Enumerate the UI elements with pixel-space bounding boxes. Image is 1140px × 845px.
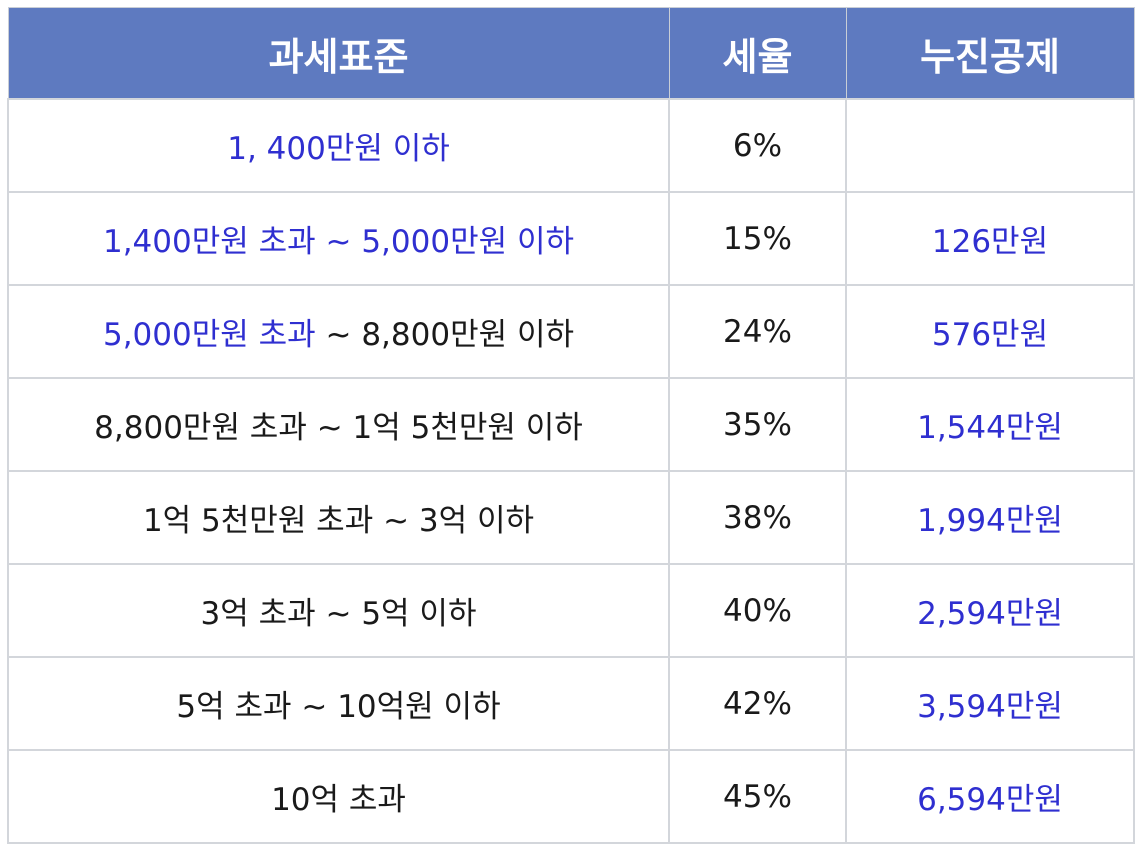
tax-base-cell: 10억 초과 — [7, 749, 670, 844]
tax-base-highlight: 1, 400만원 이하 — [227, 131, 450, 167]
table-header: 과세표준 세율 누진공제 — [7, 7, 1135, 100]
tax-rate-cell: 6% — [668, 98, 847, 193]
table-row: 3억 초과 ~ 5억 이하 40% 2,594만원 — [7, 563, 1135, 658]
header-tax-base: 과세표준 — [7, 7, 670, 100]
tax-base-cell: 1,400만원 초과 ~ 5,000만원 이하 — [7, 191, 670, 286]
tax-base-text: 3억 초과 ~ 5억 이하 — [200, 596, 477, 632]
tax-base-text: 10억 초과 — [271, 782, 406, 818]
tax-base-cell: 3억 초과 ~ 5억 이하 — [7, 563, 670, 658]
header-tax-rate: 세율 — [668, 7, 847, 100]
table-row: 8,800만원 초과 ~ 1억 5천만원 이하 35% 1,544만원 — [7, 377, 1135, 472]
table-row: 1억 5천만원 초과 ~ 3억 이하 38% 1,994만원 — [7, 470, 1135, 565]
table-row: 5억 초과 ~ 10억원 이하 42% 3,594만원 — [7, 656, 1135, 751]
tax-base-text: 8,800만원 초과 ~ 1억 5천만원 이하 — [94, 410, 583, 446]
deduction-cell: 6,594만원 — [845, 749, 1135, 844]
tax-rate-cell: 40% — [668, 563, 847, 658]
tax-base-cell: 1, 400만원 이하 — [7, 98, 670, 193]
header-progressive-deduction: 누진공제 — [845, 7, 1135, 100]
deduction-cell: 576만원 — [845, 284, 1135, 379]
tax-base-cell: 8,800만원 초과 ~ 1억 5천만원 이하 — [7, 377, 670, 472]
table-row: 1,400만원 초과 ~ 5,000만원 이하 15% 126만원 — [7, 191, 1135, 286]
deduction-cell: 2,594만원 — [845, 563, 1135, 658]
tax-rate-cell: 38% — [668, 470, 847, 565]
header-row: 과세표준 세율 누진공제 — [7, 7, 1135, 100]
tax-base-cell: 1억 5천만원 초과 ~ 3억 이하 — [7, 470, 670, 565]
tax-rate-cell: 24% — [668, 284, 847, 379]
table-row: 1, 400만원 이하 6% — [7, 98, 1135, 193]
deduction-cell: 1,994만원 — [845, 470, 1135, 565]
tax-base-text: ~ 8,800만원 이하 — [315, 317, 575, 353]
tax-base-highlight: 5,000만원 초과 — [102, 317, 316, 353]
deduction-cell: 126만원 — [845, 191, 1135, 286]
tax-rate-cell: 42% — [668, 656, 847, 751]
tax-rate-table: 과세표준 세율 누진공제 1, 400만원 이하 6% 1,400만원 초과 ~… — [7, 7, 1135, 844]
tax-rate-cell: 35% — [668, 377, 847, 472]
deduction-cell: 3,594만원 — [845, 656, 1135, 751]
tax-rate-cell: 45% — [668, 749, 847, 844]
deduction-cell: 1,544만원 — [845, 377, 1135, 472]
table-body: 1, 400만원 이하 6% 1,400만원 초과 ~ 5,000만원 이하 1… — [7, 98, 1135, 844]
tax-base-text: 1억 5천만원 초과 ~ 3억 이하 — [142, 503, 535, 539]
tax-base-text: 5억 초과 ~ 10억원 이하 — [176, 689, 501, 725]
tax-base-cell: 5,000만원 초과 ~ 8,800만원 이하 — [7, 284, 670, 379]
tax-rate-cell: 15% — [668, 191, 847, 286]
deduction-cell — [845, 98, 1135, 193]
table-row: 10억 초과 45% 6,594만원 — [7, 749, 1135, 844]
tax-base-cell: 5억 초과 ~ 10억원 이하 — [7, 656, 670, 751]
tax-base-highlight: 1,400만원 초과 ~ 5,000만원 이하 — [102, 224, 575, 260]
table-row: 5,000만원 초과 ~ 8,800만원 이하 24% 576만원 — [7, 284, 1135, 379]
